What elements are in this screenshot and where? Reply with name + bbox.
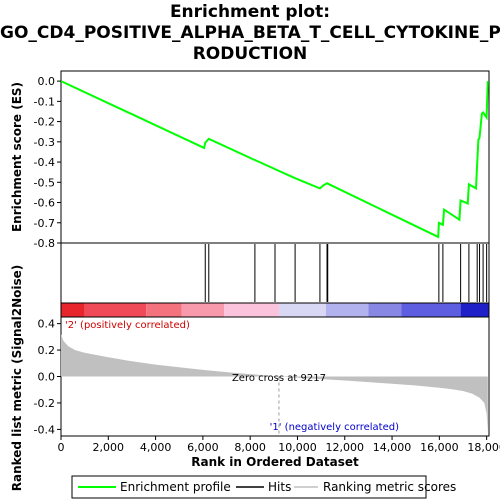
heat-bar-segment	[61, 303, 85, 317]
chart-title-line-2: GO_CD4_POSITIVE_ALPHA_BETA_T_CELL_CYTOKI…	[0, 23, 500, 43]
metric-y-tick-label: 0.2	[38, 344, 56, 357]
legend-label-hits: Hits	[268, 480, 291, 494]
x-tick-label: 8,000	[234, 441, 266, 454]
metric-y-tick-label: 0.4	[38, 318, 56, 331]
metric-x-ticks: 0 2,000 4,000 6,000 8,000 10,000 12,000 14,000 1…	[58, 436, 500, 454]
positively-correlated-label: '2' (positively correlated)	[65, 320, 190, 331]
es-y-tick-label: -0.8	[34, 237, 55, 250]
heat-bar-segment	[368, 303, 402, 317]
heat-bar-segment	[325, 303, 369, 317]
es-y-tick-label: -0.1	[34, 95, 55, 108]
metric-y-tick-label: -0.4	[34, 423, 55, 436]
heat-bar-segment	[84, 303, 147, 317]
chart-title-line-3: RODUCTION	[192, 44, 308, 64]
es-y-ticks: 0.0 -0.1 -0.2 -0.3 -0.4 -0.5 -0.6 -0.7 -0.8	[34, 75, 61, 250]
es-y-tick-label: -0.3	[34, 136, 55, 149]
es-panel-frame	[60, 70, 490, 244]
negatively-correlated-label: '1' (negatively correlated)	[270, 422, 399, 433]
es-panel: 0.0 -0.1 -0.2 -0.3 -0.4 -0.5 -0.6 -0.7 -0.8 Enri…	[10, 70, 490, 250]
ranking-metric-area	[61, 334, 488, 432]
heat-bar-segment	[224, 303, 279, 317]
metric-y-axis-label: Ranked list metric (Signal2Noise)	[10, 265, 24, 492]
heat-bar-segment	[181, 303, 225, 317]
x-tick-label: 18,000	[467, 441, 500, 454]
es-y-tick-label: -0.5	[34, 176, 55, 189]
legend-label-enrichment-profile: Enrichment profile	[120, 480, 231, 494]
x-tick-label: 4,000	[140, 441, 172, 454]
es-y-tick-label: -0.4	[34, 156, 55, 169]
x-tick-label: 16,000	[420, 441, 459, 454]
es-y-tick-label: -0.6	[34, 197, 55, 210]
heat-bar-segment	[146, 303, 182, 317]
metric-y-tick-label: -0.2	[34, 397, 55, 410]
heat-bar-segment	[278, 303, 326, 317]
es-y-tick-label: 0.0	[38, 75, 56, 88]
enrichment-profile-line	[60, 80, 489, 239]
zero-cross-label: Zero cross at 9217	[232, 373, 326, 384]
hit-markers	[204, 244, 488, 302]
chart-title-line-1: Enrichment plot:	[169, 2, 331, 22]
es-y-tick-label: -0.7	[34, 217, 55, 230]
metric-y-tick-label: 0.0	[38, 371, 56, 384]
ranking-heat-bar	[61, 303, 489, 317]
heat-bar-segment	[401, 303, 461, 317]
heat-bar-segment	[460, 303, 489, 317]
metric-y-ticks: 0.4 0.2 0.0 -0.2 -0.4	[34, 318, 61, 436]
x-axis-label: Rank in Ordered Dataset	[191, 455, 359, 469]
x-tick-label: 14,000	[373, 441, 412, 454]
hits-panel	[60, 242, 490, 304]
es-y-tick-label: -0.2	[34, 116, 55, 129]
es-y-axis-label: Enrichment score (ES)	[10, 82, 24, 232]
x-tick-label: 0	[58, 441, 65, 454]
legend-label-ranking-metric: Ranking metric scores	[323, 480, 456, 494]
x-tick-label: 2,000	[93, 441, 125, 454]
legend: Enrichment profile Hits Ranking metric s…	[71, 475, 456, 499]
x-tick-label: 6,000	[187, 441, 219, 454]
x-tick-label: 12,000	[326, 441, 365, 454]
x-tick-label: 10,000	[278, 441, 317, 454]
metric-panel: 0.4 0.2 0.0 -0.2 -0.4 0 2,000 4,000 6,000 8,000 1…	[10, 265, 500, 492]
